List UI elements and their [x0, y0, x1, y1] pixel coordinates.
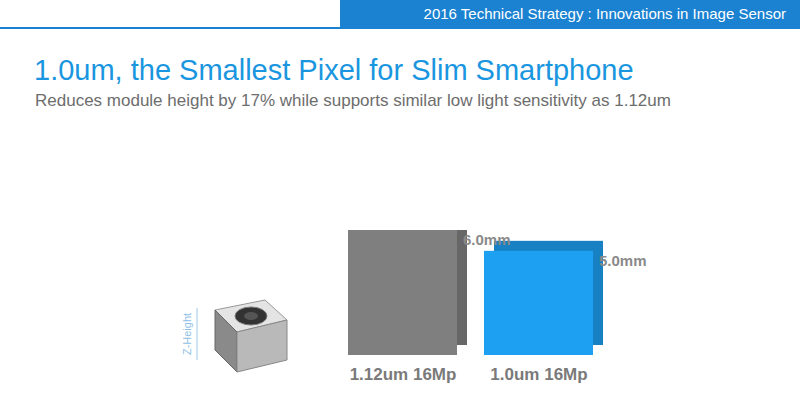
svg-text:1.12um 16Mp: 1.12um 16Mp	[350, 365, 457, 384]
svg-text:1.0um 16Mp: 1.0um 16Mp	[490, 365, 587, 384]
html-text:2016 Technical Strategy : Inno: 2016 Technical Strategy : Innovations in…	[423, 5, 786, 22]
svg-text:5.0mm: 5.0mm	[599, 252, 647, 269]
svg-text:6.0mm: 6.0mm	[463, 231, 511, 248]
html-text:Reduces module height by 17% w: Reduces module height by 17% while suppo…	[35, 91, 671, 110]
html-text:1.0um, the Smallest Pixel for: 1.0um, the Smallest Pixel for Slim Smart…	[34, 54, 634, 86]
svg-text:Z-Height: Z-Height	[181, 313, 193, 355]
